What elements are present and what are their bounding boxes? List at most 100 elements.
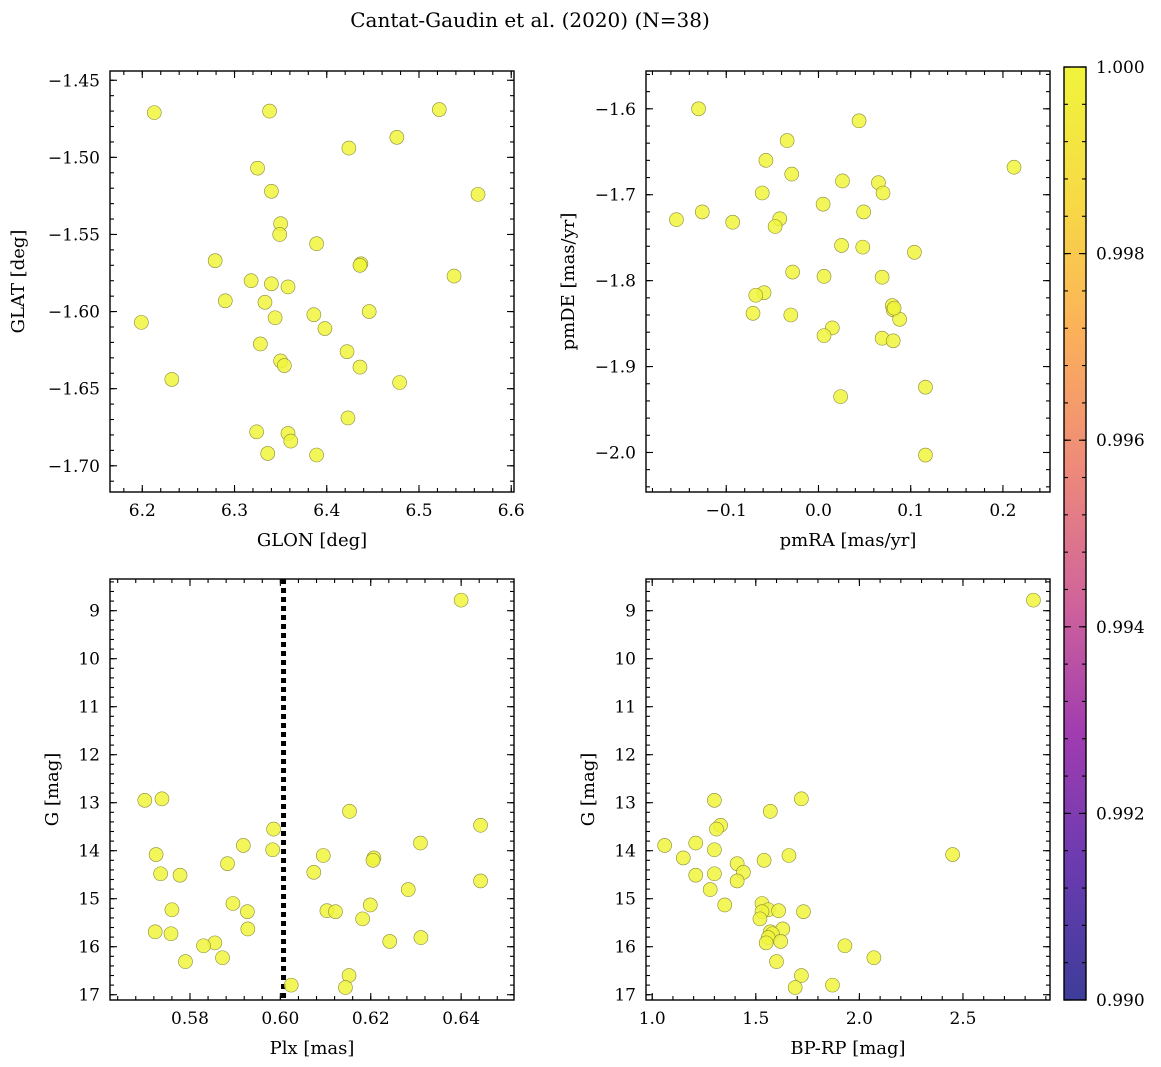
x-tick-label: 6.2 [129, 501, 156, 521]
data-point [147, 924, 163, 940]
data-point [729, 873, 745, 889]
x-tick-label: −0.1 [706, 501, 747, 521]
data-point [707, 866, 722, 882]
x-tick-label: 6.4 [313, 501, 340, 521]
data-point [328, 904, 343, 919]
figure-title: Cantat-Gaudin et al. (2020) (N=38) [350, 8, 710, 32]
x-tick-label: 0.62 [352, 1009, 390, 1029]
scatter-points [657, 592, 1041, 995]
data-point [702, 882, 718, 897]
y-axis-label: G [mag] [578, 753, 599, 826]
panels: 6.2 6.3 6.4 6.5 6.6 −1.70 −1.65 −1.60 −1.55 −1.50… [8, 70, 1051, 1059]
data-point [717, 897, 733, 913]
data-point [178, 954, 193, 969]
data-point [309, 236, 324, 252]
data-point [851, 113, 867, 129]
data-point [264, 276, 279, 292]
y-tick-label: 17 [78, 986, 100, 1006]
x-tick-label: 0.1 [897, 501, 924, 521]
data-point [453, 592, 469, 608]
x-axis-label: Plx [mas] [270, 1038, 355, 1059]
data-point [773, 934, 788, 949]
data-point [815, 196, 831, 212]
y-tick-label: 9 [89, 602, 100, 622]
data-point [249, 424, 264, 440]
data-point [1026, 592, 1041, 608]
plot-frame [109, 578, 515, 1001]
y-tick-label: 11 [614, 698, 636, 718]
panel-bprp-g: 1.0 1.5 2.0 2.5 9 10 11 12 13 14 15 16 17 BP-RP [mag]… [578, 578, 1051, 1059]
data-point [825, 977, 840, 993]
plot-frame [109, 70, 515, 493]
data-point [688, 835, 704, 851]
data-point [365, 853, 381, 868]
data-point [691, 101, 706, 117]
colorbar-frame [1063, 66, 1087, 1001]
data-point [748, 287, 764, 303]
data-point [754, 185, 770, 201]
data-point [907, 244, 922, 260]
data-point [220, 856, 235, 871]
data-point [362, 897, 378, 913]
data-point [413, 835, 428, 851]
y-tick-label: 12 [614, 746, 636, 766]
x-tick-label: 1.0 [639, 1009, 666, 1029]
panel-plx-g: 0.58 0.60 0.62 0.64 9 10 11 12 13 14 15 16 17 Plx [ma… [42, 578, 515, 1059]
data-point [781, 848, 797, 863]
plot-frame [645, 70, 1051, 493]
scatter-points [134, 102, 486, 463]
colorbar-tick-label: 0.996 [1096, 431, 1145, 451]
data-point [352, 359, 368, 375]
data-point [431, 102, 447, 117]
data-point [240, 904, 255, 919]
y-tick-label: −1.9 [595, 358, 636, 378]
data-point [694, 204, 710, 220]
data-point [225, 896, 241, 911]
y-tick-label: 14 [614, 842, 636, 862]
data-point [400, 882, 416, 897]
data-point [392, 375, 407, 390]
data-point [267, 310, 283, 326]
scatter-points [669, 101, 1022, 463]
data-point [752, 911, 768, 927]
data-point [834, 238, 849, 253]
data-point [134, 315, 149, 330]
data-point [306, 865, 322, 880]
data-point [885, 333, 901, 349]
y-tick-label: 10 [614, 650, 636, 670]
y-tick-label: 10 [78, 650, 100, 670]
data-point [413, 930, 429, 945]
data-point [707, 793, 722, 808]
data-point [352, 258, 368, 273]
scatter-points [137, 592, 488, 995]
data-point [240, 921, 256, 937]
data-point [260, 446, 276, 461]
data-point [217, 293, 233, 309]
data-point [745, 305, 761, 321]
y-tick-label: 11 [78, 698, 100, 718]
data-point [264, 183, 279, 199]
y-tick-label: −1.55 [48, 225, 100, 245]
data-point [317, 321, 333, 336]
data-point [164, 372, 180, 387]
data-point [250, 160, 265, 176]
data-point [163, 926, 179, 942]
data-point [756, 853, 772, 868]
data-point [473, 817, 488, 833]
data-point [340, 410, 356, 426]
y-tick-label: −1.70 [48, 457, 100, 477]
data-point [833, 389, 848, 404]
colorbar-tick-label: 0.990 [1096, 991, 1145, 1011]
y-tick-label: −1.6 [595, 100, 636, 120]
x-tick-label: 2.0 [846, 1009, 873, 1029]
colorbar-tick-label: 0.994 [1096, 618, 1145, 638]
y-tick-label: 15 [78, 890, 100, 910]
y-tick-label: 13 [78, 794, 100, 814]
data-point [763, 804, 778, 819]
data-point [283, 977, 299, 993]
y-tick-label: 12 [78, 746, 100, 766]
data-point [945, 847, 960, 862]
colorbar-tick-label: 0.992 [1096, 804, 1145, 824]
data-point [265, 842, 280, 858]
